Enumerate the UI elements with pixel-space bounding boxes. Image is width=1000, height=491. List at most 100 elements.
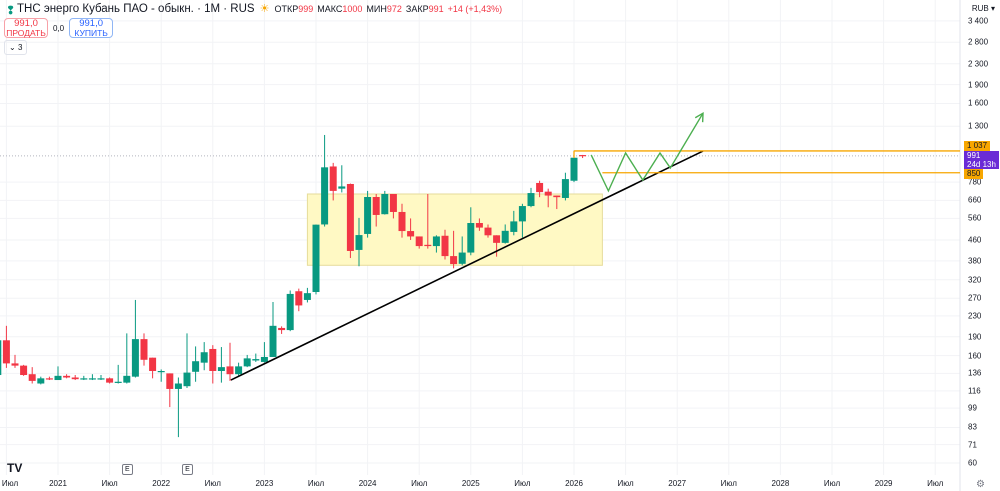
candle-down (28, 374, 36, 381)
price-tick-label: 1 600 (968, 98, 989, 108)
price-tick-label: 1 900 (968, 80, 989, 90)
candle-up (321, 167, 329, 225)
candle-down (329, 166, 337, 191)
buy-button[interactable]: 991,0 КУПИТЬ (69, 18, 114, 38)
candle-up (312, 224, 320, 292)
candle-up (338, 186, 346, 189)
bar-countdown: 24d 13h (967, 160, 996, 169)
candle-up (561, 179, 569, 198)
candle-up (217, 367, 225, 372)
candle-up (303, 293, 311, 300)
tradingview-logo[interactable]: TV (7, 461, 23, 475)
candle-up (252, 359, 260, 361)
time-tick-label: 2021 (49, 479, 67, 488)
sell-button[interactable]: 991,0 ПРОДАТЬ (4, 18, 48, 38)
candle-down (63, 375, 71, 378)
time-tick-label: Июл (101, 479, 118, 488)
candle-up (183, 372, 191, 387)
price-tick-label: 380 (968, 256, 982, 266)
earnings-event-icon[interactable]: E (182, 464, 193, 475)
time-tick-label: 2026 (565, 479, 583, 488)
candle-up (527, 193, 535, 207)
time-tick-label: Июл (514, 479, 531, 488)
candle-down (45, 378, 53, 380)
close-label: ЗАКР (405, 3, 429, 14)
candle-up (467, 223, 475, 253)
earnings-event-icon[interactable]: E (121, 464, 133, 475)
candle-down (493, 235, 501, 243)
candle-down (2, 340, 10, 364)
price-tick-label: 136 (968, 368, 982, 378)
candle-down (407, 231, 415, 237)
candle-down (149, 357, 157, 372)
high-label: МАКС (317, 3, 343, 14)
candle-down (389, 193, 397, 212)
indicators-count: 3 (17, 43, 23, 52)
projection-path (590, 112, 704, 193)
level-high-tag: 1 037 (964, 141, 991, 151)
candle-up (200, 352, 208, 363)
price-tick-label: 71 (968, 440, 977, 450)
candle-down (475, 223, 483, 228)
candle-up (174, 383, 182, 389)
candle-up (88, 378, 96, 380)
candle-up (458, 252, 466, 264)
low-value: 972 (386, 3, 402, 14)
settings-icon[interactable]: ⚙ (976, 479, 985, 490)
indicators-toggle[interactable]: ⌄ 3 (4, 40, 28, 55)
candle-up (510, 221, 518, 232)
time-tick-label: Июл (204, 479, 221, 488)
time-tick-label: 2022 (152, 479, 171, 488)
price-tick-label: 1 300 (968, 121, 989, 131)
time-tick-label: Июл (307, 479, 325, 488)
price-tick-label: 460 (968, 235, 982, 245)
price-tick-label: 60 (968, 458, 977, 468)
symbol-title[interactable]: ТНС энерго Кубань ПАО - обыкн. · 1M · RU… (17, 2, 255, 15)
chart-header: ❢ ТНС энерго Кубань ПАО - обыкн. · 1M · … (6, 2, 502, 17)
candle-down (226, 366, 234, 375)
range-box (306, 193, 603, 266)
sell-label: ПРОДАТЬ (6, 27, 46, 38)
price-tick-label: 160 (968, 351, 982, 361)
price-tick-label: 320 (968, 275, 982, 285)
price-tick-label: 270 (968, 293, 982, 303)
time-tick-label: 2029 (874, 479, 893, 488)
candle-down (398, 211, 406, 232)
time-tick-label: 2027 (668, 479, 687, 488)
candle-down (71, 377, 79, 380)
candle-down (372, 197, 380, 215)
price-tick-label: 2 800 (968, 37, 989, 47)
change-value: +14 (+1,43%) (447, 3, 503, 14)
candle-down (553, 195, 561, 198)
open-label: ОТКР (274, 3, 299, 14)
candle-up (432, 236, 440, 247)
candle-up (269, 325, 277, 357)
candle-up (518, 206, 526, 222)
price-tick-label: 116 (968, 386, 981, 396)
buy-label: КУПИТЬ (74, 27, 108, 38)
candle-up (80, 378, 88, 380)
candle-up (243, 358, 251, 367)
candle-up (157, 371, 165, 373)
candle-down (415, 236, 423, 247)
spread-value: 0,0 (53, 23, 65, 33)
level-low-tag: 850 (964, 169, 984, 179)
session-sun-icon: ☀ (259, 3, 270, 15)
open-value: 999 (298, 3, 314, 14)
candle-up (501, 230, 509, 243)
ohlc-values: ОТКР999 МАКС1000 МИН972 ЗАКР991 +14 (+1,… (274, 4, 502, 14)
candle-up (54, 375, 62, 381)
currency-select[interactable]: RUB ▾ (972, 4, 995, 13)
current-price-tag: 991 24d 13h (964, 151, 999, 169)
price-tick-label: 660 (968, 195, 982, 205)
candle-down (20, 365, 28, 376)
candle-down (544, 191, 552, 196)
buy-price: 991,0 (79, 18, 104, 29)
candle-down (450, 256, 458, 265)
candle-up (260, 356, 268, 362)
price-tick-label: 560 (968, 213, 982, 223)
time-tick-label: Июл (617, 479, 634, 488)
arrow-head-icon (694, 111, 704, 123)
price-tick-label: 2 300 (968, 59, 989, 69)
